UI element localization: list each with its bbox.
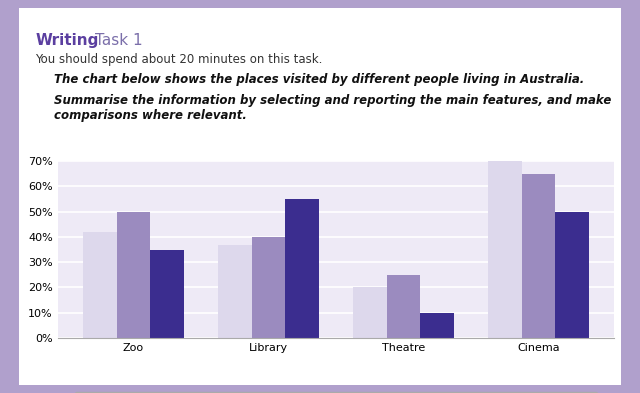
Bar — [353, 287, 387, 338]
Bar — [252, 237, 285, 338]
Bar — [556, 212, 589, 338]
Bar — [522, 174, 556, 338]
Legend: Born in Australia, New migrants born in English-speaking countries, New migrants: Born in Australia, New migrants born in … — [75, 391, 597, 393]
Bar — [83, 232, 116, 338]
Text: The chart below shows the places visited by different people living in Australia: The chart below shows the places visited… — [54, 73, 585, 86]
Bar — [387, 275, 420, 338]
Bar — [218, 244, 252, 338]
Text: Task 1: Task 1 — [95, 33, 142, 48]
Text: Writing: Writing — [35, 33, 99, 48]
Text: You should spend about 20 minutes on this task.: You should spend about 20 minutes on thi… — [35, 53, 323, 66]
Bar — [116, 212, 150, 338]
Text: Summarise the information by selecting and reporting the main features, and make: Summarise the information by selecting a… — [54, 94, 612, 122]
Bar — [488, 161, 522, 338]
Bar — [150, 250, 184, 338]
Bar — [420, 313, 454, 338]
Bar — [285, 199, 319, 338]
